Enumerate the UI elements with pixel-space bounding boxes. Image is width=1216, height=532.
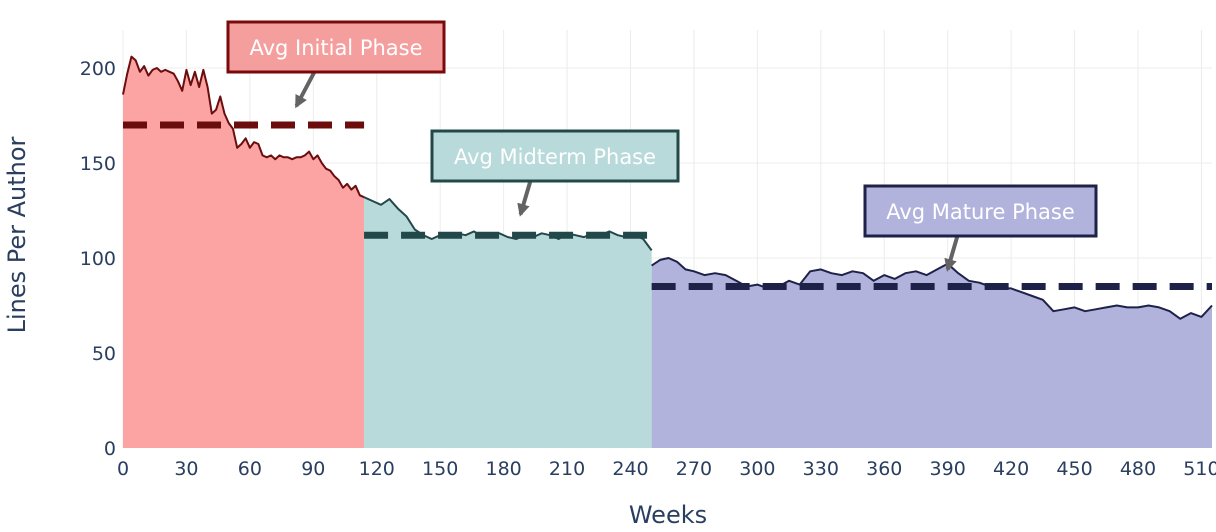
x-tick-label: 270 <box>676 458 712 480</box>
annotations: Avg Initial Phase Avg Midterm Phase Avg Ma… <box>226 20 1098 272</box>
annotation-arrow <box>294 71 317 109</box>
annotation-initial: Avg Initial Phase <box>226 20 446 109</box>
annotation-mature: Avg Mature Phase <box>863 184 1098 272</box>
annotation-midterm: Avg Midterm Phase <box>430 129 680 217</box>
line-mature <box>651 257 1213 320</box>
x-tick-label: 60 <box>238 458 262 480</box>
annotation-box <box>863 184 1098 238</box>
x-tick-label: 150 <box>422 458 458 480</box>
area-initial <box>123 56 365 448</box>
annotation-box <box>226 20 446 74</box>
y-tick-label: 0 <box>104 438 116 460</box>
x-tick-label: 510 <box>1183 458 1216 480</box>
annotation-label: Avg Initial Phase <box>249 36 422 60</box>
phase-areas <box>122 55 1213 448</box>
x-tick-label: 330 <box>803 458 839 480</box>
x-tick-label: 480 <box>1120 458 1156 480</box>
y-axis-title: Lines Per Author <box>3 136 31 333</box>
x-tick-label: 390 <box>930 458 966 480</box>
annotation-arrow <box>944 235 960 272</box>
y-tick-label: 150 <box>80 153 116 175</box>
x-tick-label: 240 <box>612 458 648 480</box>
annotation-label: Avg Mature Phase <box>886 200 1075 224</box>
line-initial <box>122 55 365 199</box>
y-tick-label: 100 <box>80 248 116 270</box>
x-tick-label: 210 <box>549 458 585 480</box>
y-tick-label: 200 <box>80 58 116 80</box>
x-tick-label: 30 <box>174 458 198 480</box>
x-axis-title: Weeks <box>629 501 707 529</box>
axes: 0 30 60 90 120 150 180 210 240 270 300 330 360 390 420… <box>80 58 1216 480</box>
x-tick-label: 90 <box>301 458 325 480</box>
x-tick-label: 450 <box>1056 458 1092 480</box>
annotation-label: Avg Midterm Phase <box>454 145 656 169</box>
x-tick-label: 180 <box>485 458 521 480</box>
area-midterm <box>364 197 652 448</box>
y-tick-label: 50 <box>92 343 116 365</box>
x-tick-label: 420 <box>993 458 1029 480</box>
annotation-arrow <box>517 180 533 217</box>
average-lines <box>123 121 1212 290</box>
x-tick-label: 120 <box>359 458 395 480</box>
x-tick-label: 360 <box>866 458 902 480</box>
x-tick-label: 300 <box>739 458 775 480</box>
x-tick-label: 0 <box>117 458 129 480</box>
annotation-box <box>430 129 680 183</box>
area-mature <box>651 258 1212 448</box>
